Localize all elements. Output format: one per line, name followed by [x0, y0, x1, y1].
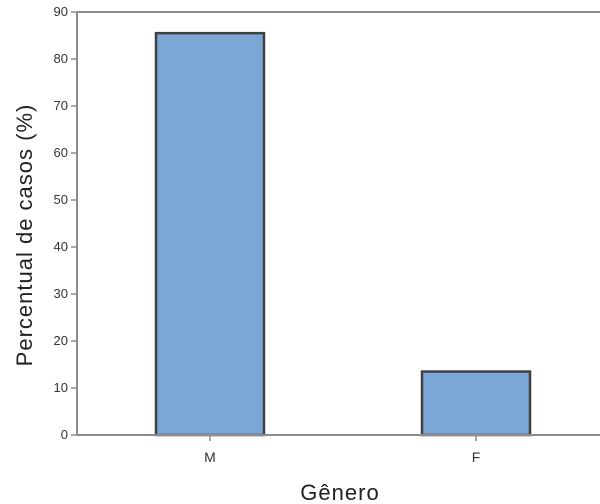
axes: 0 10 20 30 40 50 60 70 80 90 M F: [54, 4, 600, 465]
y-tick-label: 60: [54, 145, 68, 160]
bar-m: [154, 31, 266, 437]
x-tick-label-m: M: [204, 449, 216, 465]
x-tick-label-f: F: [472, 449, 481, 465]
axis-labels: Percentual de casos (%) Gênero: [12, 104, 379, 504]
bar-f: [420, 370, 532, 437]
y-axis-label: Percentual de casos (%): [12, 104, 37, 367]
y-tick-label: 50: [54, 192, 68, 207]
y-tick-label: 20: [54, 333, 68, 348]
y-tick-label: 90: [54, 4, 68, 19]
y-tick-label: 40: [54, 239, 68, 254]
y-tick-label: 10: [54, 380, 68, 395]
y-tick-label: 70: [54, 98, 68, 113]
y-tick-label: 30: [54, 286, 68, 301]
plot-area: [154, 31, 532, 437]
y-tick-label: 80: [54, 51, 68, 66]
y-tick-label: 0: [61, 427, 68, 442]
x-axis-label: Gênero: [300, 480, 379, 504]
